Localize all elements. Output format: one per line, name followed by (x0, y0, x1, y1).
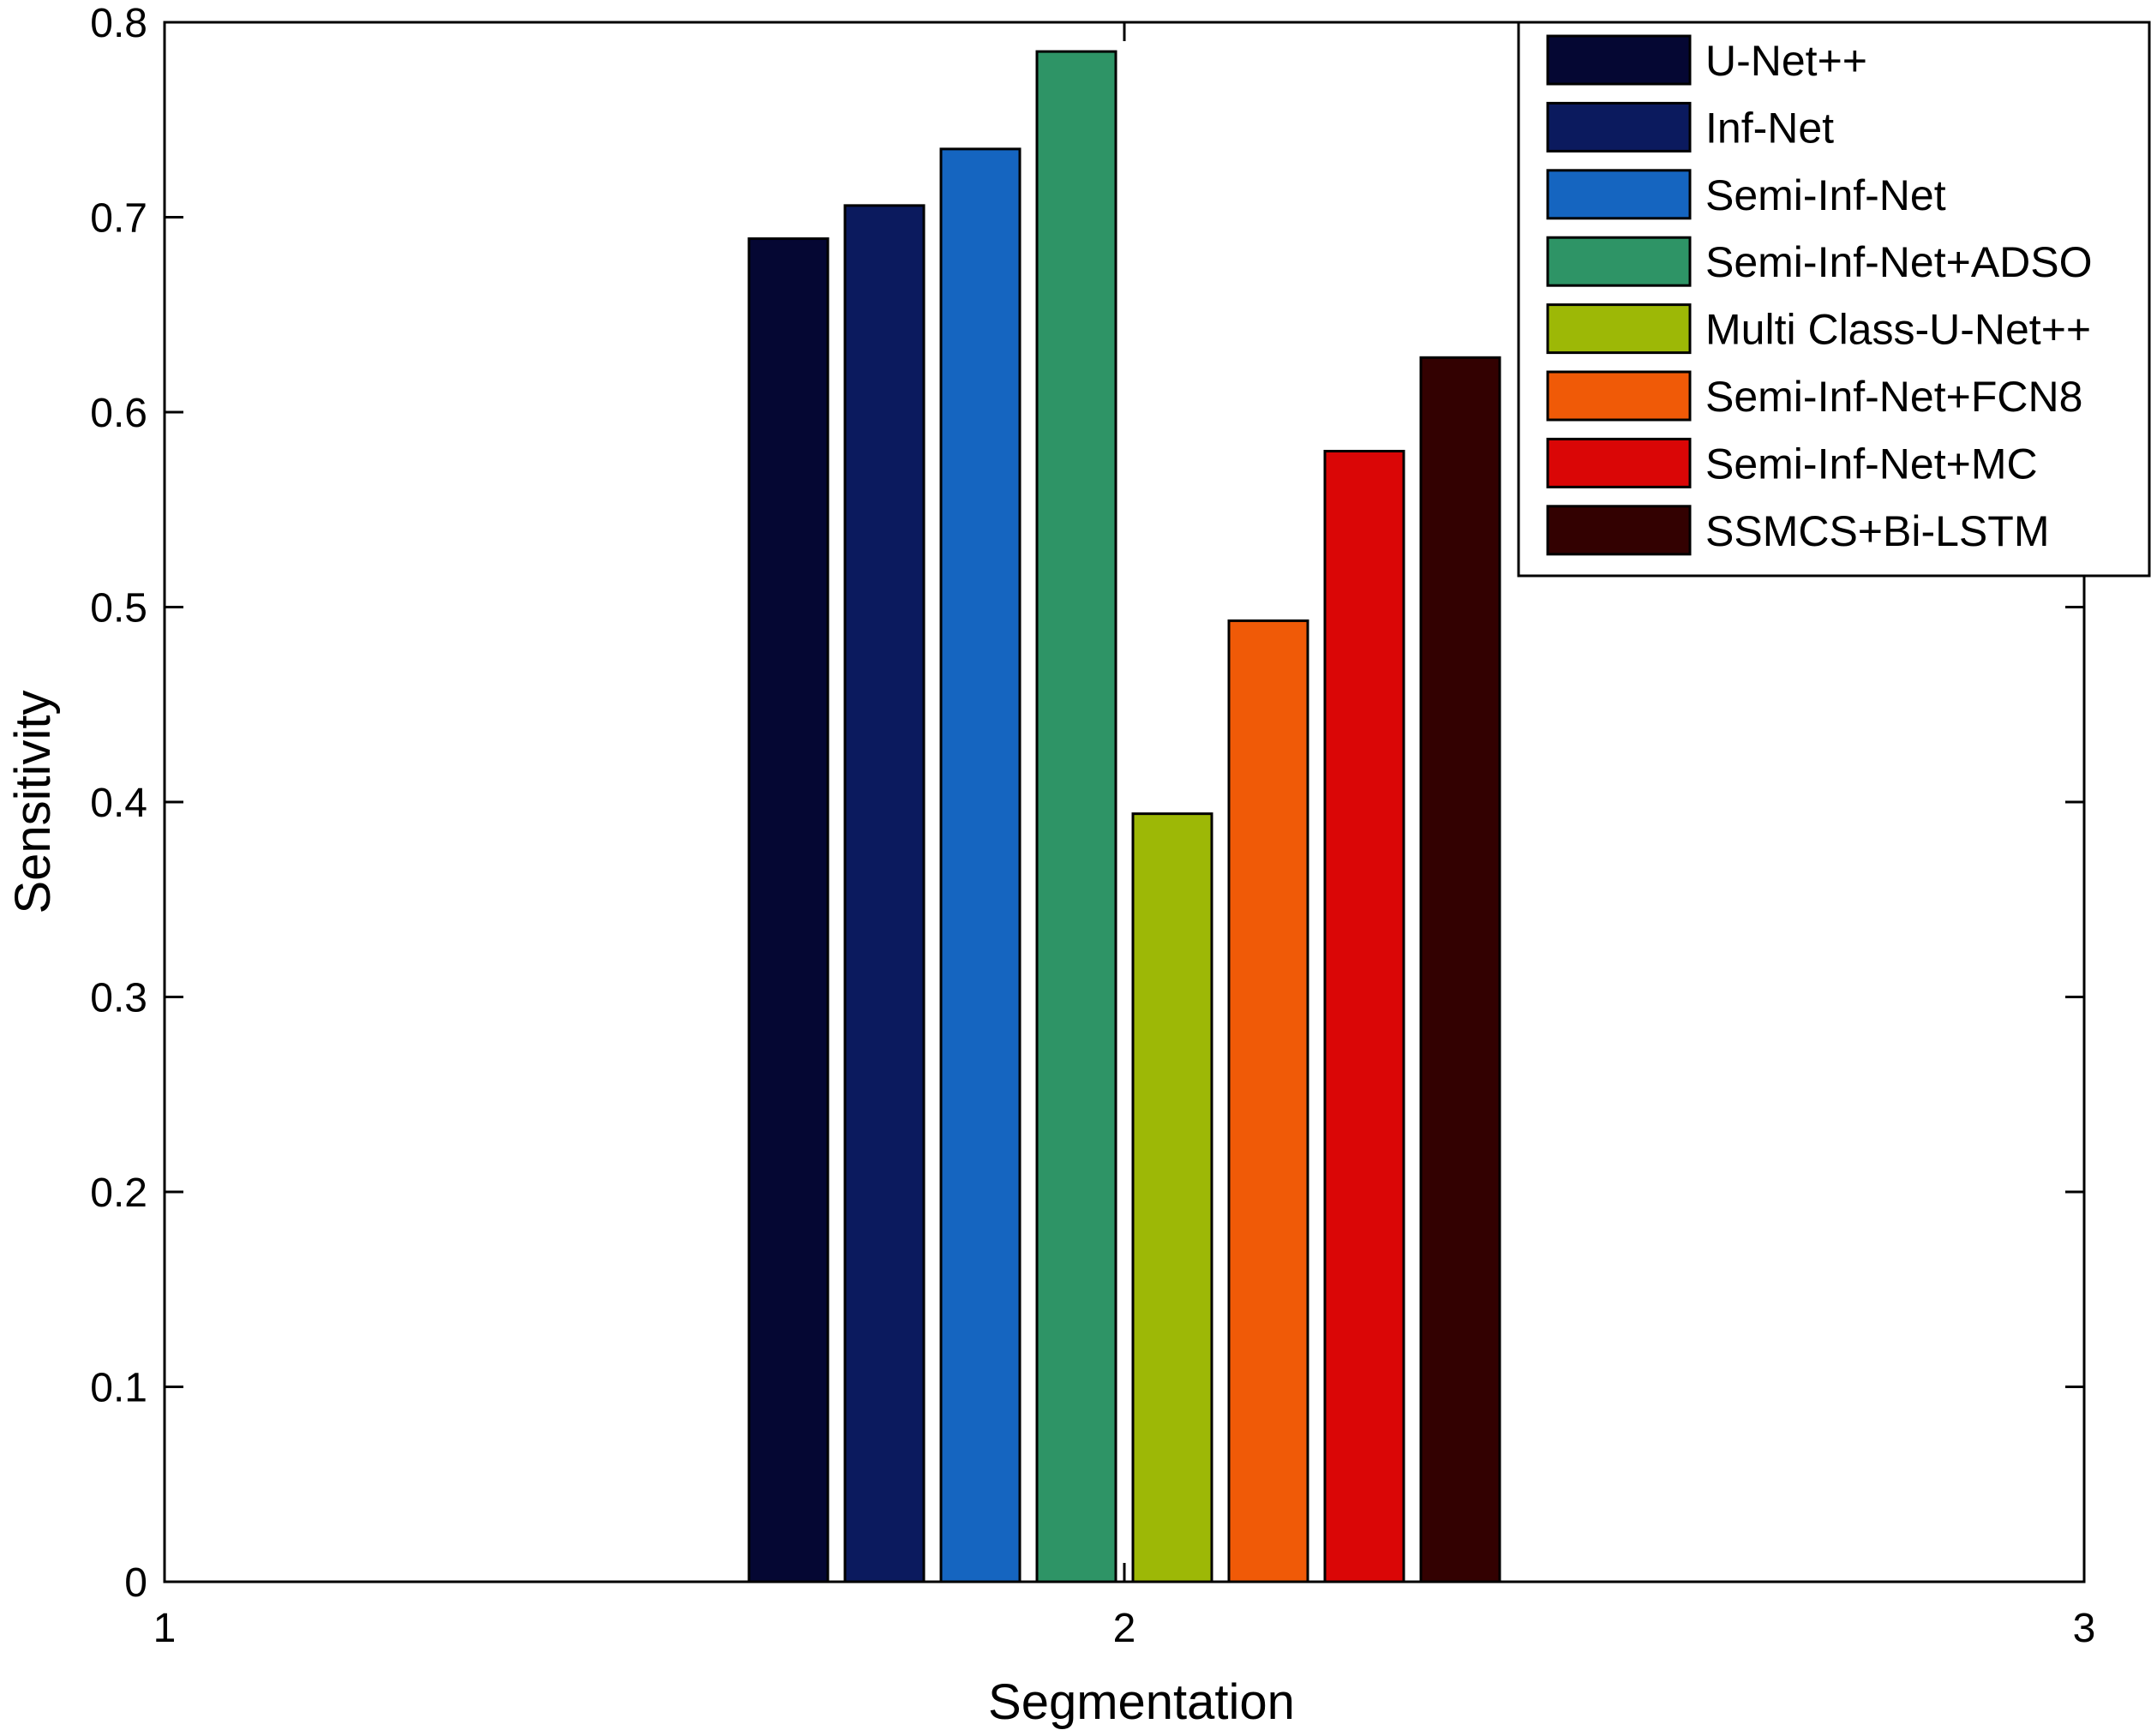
legend-label: Multi Class-U-Net++ (1705, 306, 2091, 354)
y-axis-title: Sensitivity (5, 690, 61, 913)
bar-multi-class-u-net- (1131, 812, 1213, 1583)
y-tick-label: 0.5 (90, 586, 147, 632)
legend-swatch (1546, 505, 1692, 556)
legend-swatch (1546, 303, 1692, 355)
x-tick-label: 2 (1113, 1606, 1136, 1651)
legend-swatch (1546, 236, 1692, 287)
bar-semi-inf-net-mc (1323, 450, 1405, 1583)
bar-inf-net (843, 204, 926, 1583)
legend-label: Semi-Inf-Net+FCN8 (1705, 373, 2082, 421)
bar-u-net- (747, 237, 830, 1583)
legend-swatch (1546, 437, 1692, 488)
legend-label: Semi-Inf-Net (1705, 171, 1946, 219)
legend: U-Net++ Inf-Net Semi-Inf-Net Semi-Inf-Net+A… (1517, 21, 2151, 578)
bar-semi-inf-net (939, 147, 1022, 1583)
legend-label: U-Net++ (1705, 37, 1867, 85)
x-tick-label: 1 (153, 1606, 177, 1651)
bars-layer (747, 50, 1501, 1583)
x-axis-title: Segmentation (988, 1674, 1295, 1730)
x-tick-label: 3 (2073, 1606, 2096, 1651)
legend-label: SSMCS+Bi-LSTM (1705, 507, 2049, 555)
legend-label: Semi-Inf-Net+MC (1705, 440, 2038, 488)
legend-swatch (1546, 370, 1692, 422)
y-tick-label: 0.6 (90, 391, 147, 436)
bar-semi-inf-net-adso (1035, 50, 1117, 1583)
legend-label: Semi-Inf-Net+ADSO (1705, 238, 2093, 286)
legend-swatch (1546, 34, 1692, 86)
y-tick-label: 0.4 (90, 781, 147, 826)
plot-frame (163, 21, 2086, 1583)
y-tick-label: 0.7 (90, 196, 147, 242)
bar-semi-inf-net-fcn8 (1227, 619, 1309, 1583)
y-tick-label: 0.2 (90, 1170, 147, 1216)
bar-ssmcs-bi-lstm (1419, 356, 1501, 1583)
y-tick-label: 0.8 (90, 1, 147, 46)
y-tick-label: 0.3 (90, 976, 147, 1021)
legend-swatch (1546, 101, 1692, 153)
y-tick-label: 0.1 (90, 1366, 147, 1411)
legend-swatch (1546, 169, 1692, 220)
y-tick-label: 0 (124, 1560, 147, 1606)
legend-label: Inf-Net (1705, 104, 1834, 152)
